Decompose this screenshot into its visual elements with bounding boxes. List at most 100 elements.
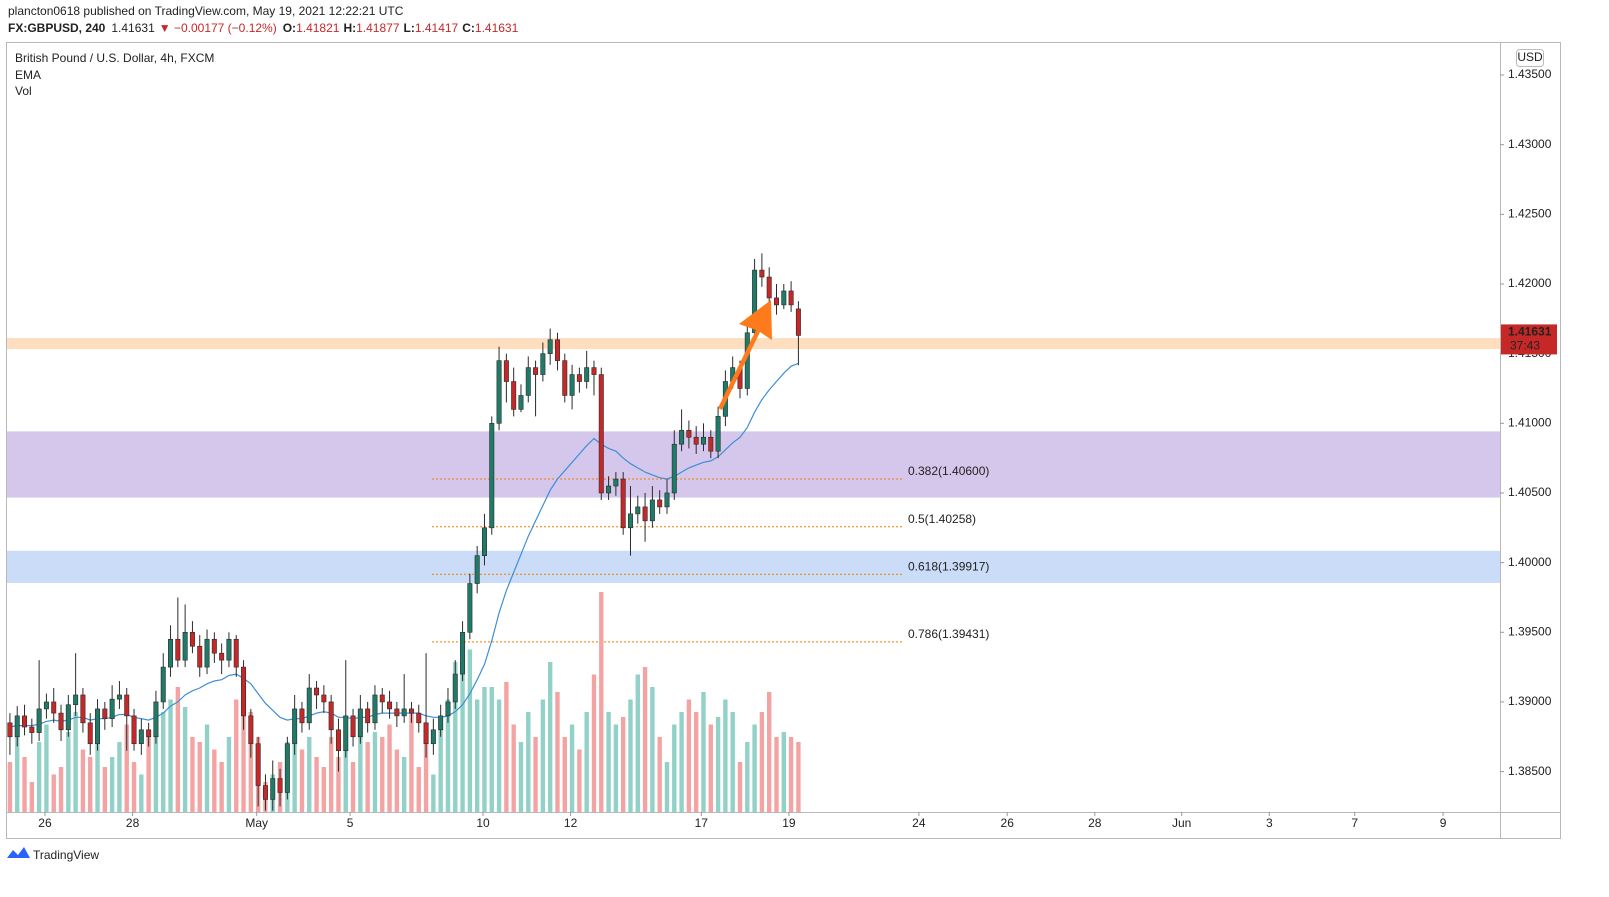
candle-body [518, 395, 524, 410]
candle-body [262, 785, 268, 800]
candle-body [43, 701, 49, 710]
volume-bar [599, 592, 604, 812]
volume-bar [394, 749, 400, 812]
volume-bar [577, 749, 582, 812]
volume-bar [7, 762, 13, 812]
x-tick-label: Jun [1172, 816, 1191, 830]
candle-body [649, 499, 655, 522]
candle-body [197, 645, 203, 668]
open-label: O: [283, 21, 296, 35]
zone [7, 550, 1500, 583]
price-label-box [1501, 324, 1557, 355]
volume-bar [664, 762, 670, 812]
candle-body [584, 367, 590, 382]
x-tick-label: 28 [126, 816, 140, 830]
candle-body [299, 708, 305, 724]
volume-bar [117, 742, 122, 812]
y-tick-label: 1.42500 [1508, 207, 1552, 221]
candle-body [657, 499, 663, 508]
fib-label: 0.5(1.40258) [908, 512, 976, 526]
volume-bar [693, 712, 699, 812]
y-tick-label: 1.43000 [1508, 137, 1552, 151]
volume-bar [22, 757, 27, 812]
volume-bar [204, 724, 210, 812]
candle-body [109, 698, 115, 719]
frame [6, 42, 1561, 839]
volume-bar [569, 724, 575, 812]
volume-bar [504, 682, 509, 812]
candle-body [700, 436, 706, 445]
volume-bar [343, 724, 348, 812]
candle-body [131, 715, 137, 745]
volume-bar [350, 762, 356, 812]
y-tick-label: 1.40500 [1508, 485, 1552, 499]
candle-body [146, 729, 152, 738]
volume-bar [234, 699, 239, 812]
volume-bar [131, 762, 137, 812]
candle-body [189, 631, 195, 647]
candle-body [781, 290, 787, 306]
candle-body [292, 708, 298, 745]
volume-bar [190, 737, 195, 812]
x-tick-label: 26 [1001, 816, 1015, 830]
volume-bar [781, 732, 786, 812]
candle-body [379, 694, 385, 703]
indicator-label: Vol [15, 84, 32, 98]
chart-title: British Pound / U.S. Dollar, 4h, FXCM [15, 51, 214, 65]
candle-body [438, 715, 444, 731]
candle-body [591, 367, 597, 375]
volume-bar [197, 742, 202, 812]
low-label: L: [404, 21, 415, 35]
volume-bar [474, 699, 480, 812]
volume-bar [168, 699, 173, 812]
volume-bar [796, 742, 801, 812]
volume-bar [496, 699, 502, 812]
candle-body [211, 638, 217, 654]
volume-bar [584, 712, 589, 812]
volume-bar [788, 737, 794, 812]
candle-body [525, 367, 531, 396]
x-tick-label: 3 [1266, 816, 1273, 830]
volume-bar [511, 724, 516, 812]
candle-body [766, 276, 772, 299]
candle-body [7, 722, 13, 738]
volume-bar [314, 757, 319, 812]
countdown: 37:43 [1510, 339, 1540, 353]
zone [7, 431, 1500, 498]
volume-bar [365, 742, 370, 812]
candle-body [284, 743, 290, 793]
candle-body [138, 729, 144, 745]
volume-bar [387, 724, 392, 812]
volume-bar [212, 749, 217, 812]
volume-bar [109, 757, 115, 812]
y-tick-label: 1.42000 [1508, 276, 1552, 290]
fib-label: 0.786(1.39431) [908, 627, 989, 641]
price-label: 1.41631 [1508, 325, 1552, 339]
candle-body [14, 715, 20, 738]
currency: USD [1517, 50, 1543, 64]
candle-body [752, 269, 758, 334]
candle-body [365, 708, 371, 724]
volume-bar [358, 712, 363, 812]
candle-body [642, 506, 648, 522]
volume-bar [606, 712, 611, 812]
volume-bar [292, 724, 297, 812]
volume-bar [380, 737, 385, 812]
volume-bar [416, 767, 421, 812]
candle-body [671, 443, 677, 494]
x-tick-label: May [245, 816, 268, 830]
candle-body [445, 701, 451, 717]
author-line: plancton0618 published on TradingView.co… [8, 4, 404, 18]
volume-bar [635, 674, 640, 812]
volume-bar [88, 757, 93, 812]
low-value: 1.41417 [415, 21, 459, 35]
candle-body [679, 429, 685, 445]
volume-bar [453, 662, 458, 812]
volume-bar [562, 737, 567, 812]
y-tick-label: 1.38500 [1508, 764, 1552, 778]
y-tick-label: 1.39500 [1508, 624, 1552, 638]
candle-body [795, 308, 801, 336]
candle-body [116, 694, 122, 700]
volume-bar [679, 712, 684, 812]
